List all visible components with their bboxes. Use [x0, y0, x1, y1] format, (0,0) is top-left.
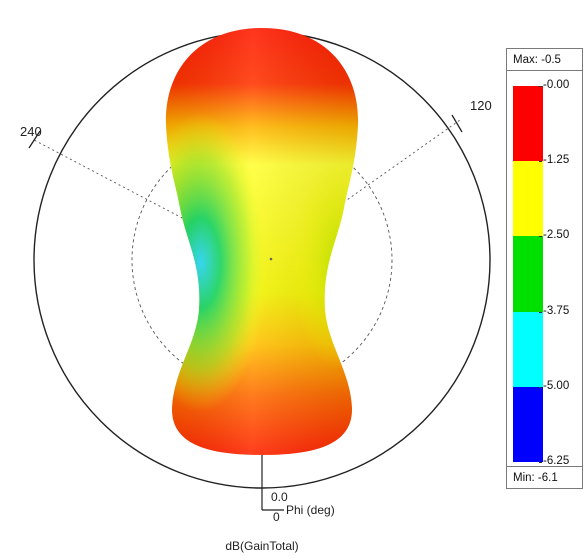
radiation-pattern-plot: 240 120 0 0.0 Phi (deg) dB(GainTotal) [20, 28, 492, 553]
legend-band-4 [513, 386, 543, 462]
legend-tick-label: -3.75 [538, 304, 570, 317]
legend-min-label: Min: -6.1 [507, 466, 582, 488]
center-marker [269, 257, 273, 261]
gain-pattern-shading [165, 28, 359, 455]
phi-axis-label: Phi (deg) [286, 503, 335, 517]
legend-tick-label: -6.25 [538, 455, 570, 467]
tick-240 [28, 130, 41, 149]
phi-axis-value: 0.0 [271, 490, 288, 504]
legend-tick-label: -5.00 [538, 379, 570, 392]
legend-band-1 [513, 161, 543, 237]
quantity-label: dB(GainTotal) [225, 539, 298, 553]
color-legend: Max: -0.5 Min: -6.1 -0.00 -1.25 -2.50 -3.75… [506, 48, 583, 489]
legend-max-label: Max: -0.5 [507, 49, 582, 71]
legend-band-0 [513, 86, 543, 162]
angle-label-0: 0 [273, 510, 280, 524]
legend-colorbar [513, 86, 543, 462]
legend-tick-label: -2.50 [538, 229, 570, 242]
legend-band-3 [513, 311, 543, 387]
angle-label-240: 240 [20, 124, 42, 139]
legend-tick-label: -0.00 [538, 79, 570, 91]
tick-120 [451, 114, 463, 133]
legend-band-2 [513, 236, 543, 312]
legend-tick-label: -1.25 [538, 154, 570, 167]
angle-label-120: 120 [470, 98, 492, 113]
